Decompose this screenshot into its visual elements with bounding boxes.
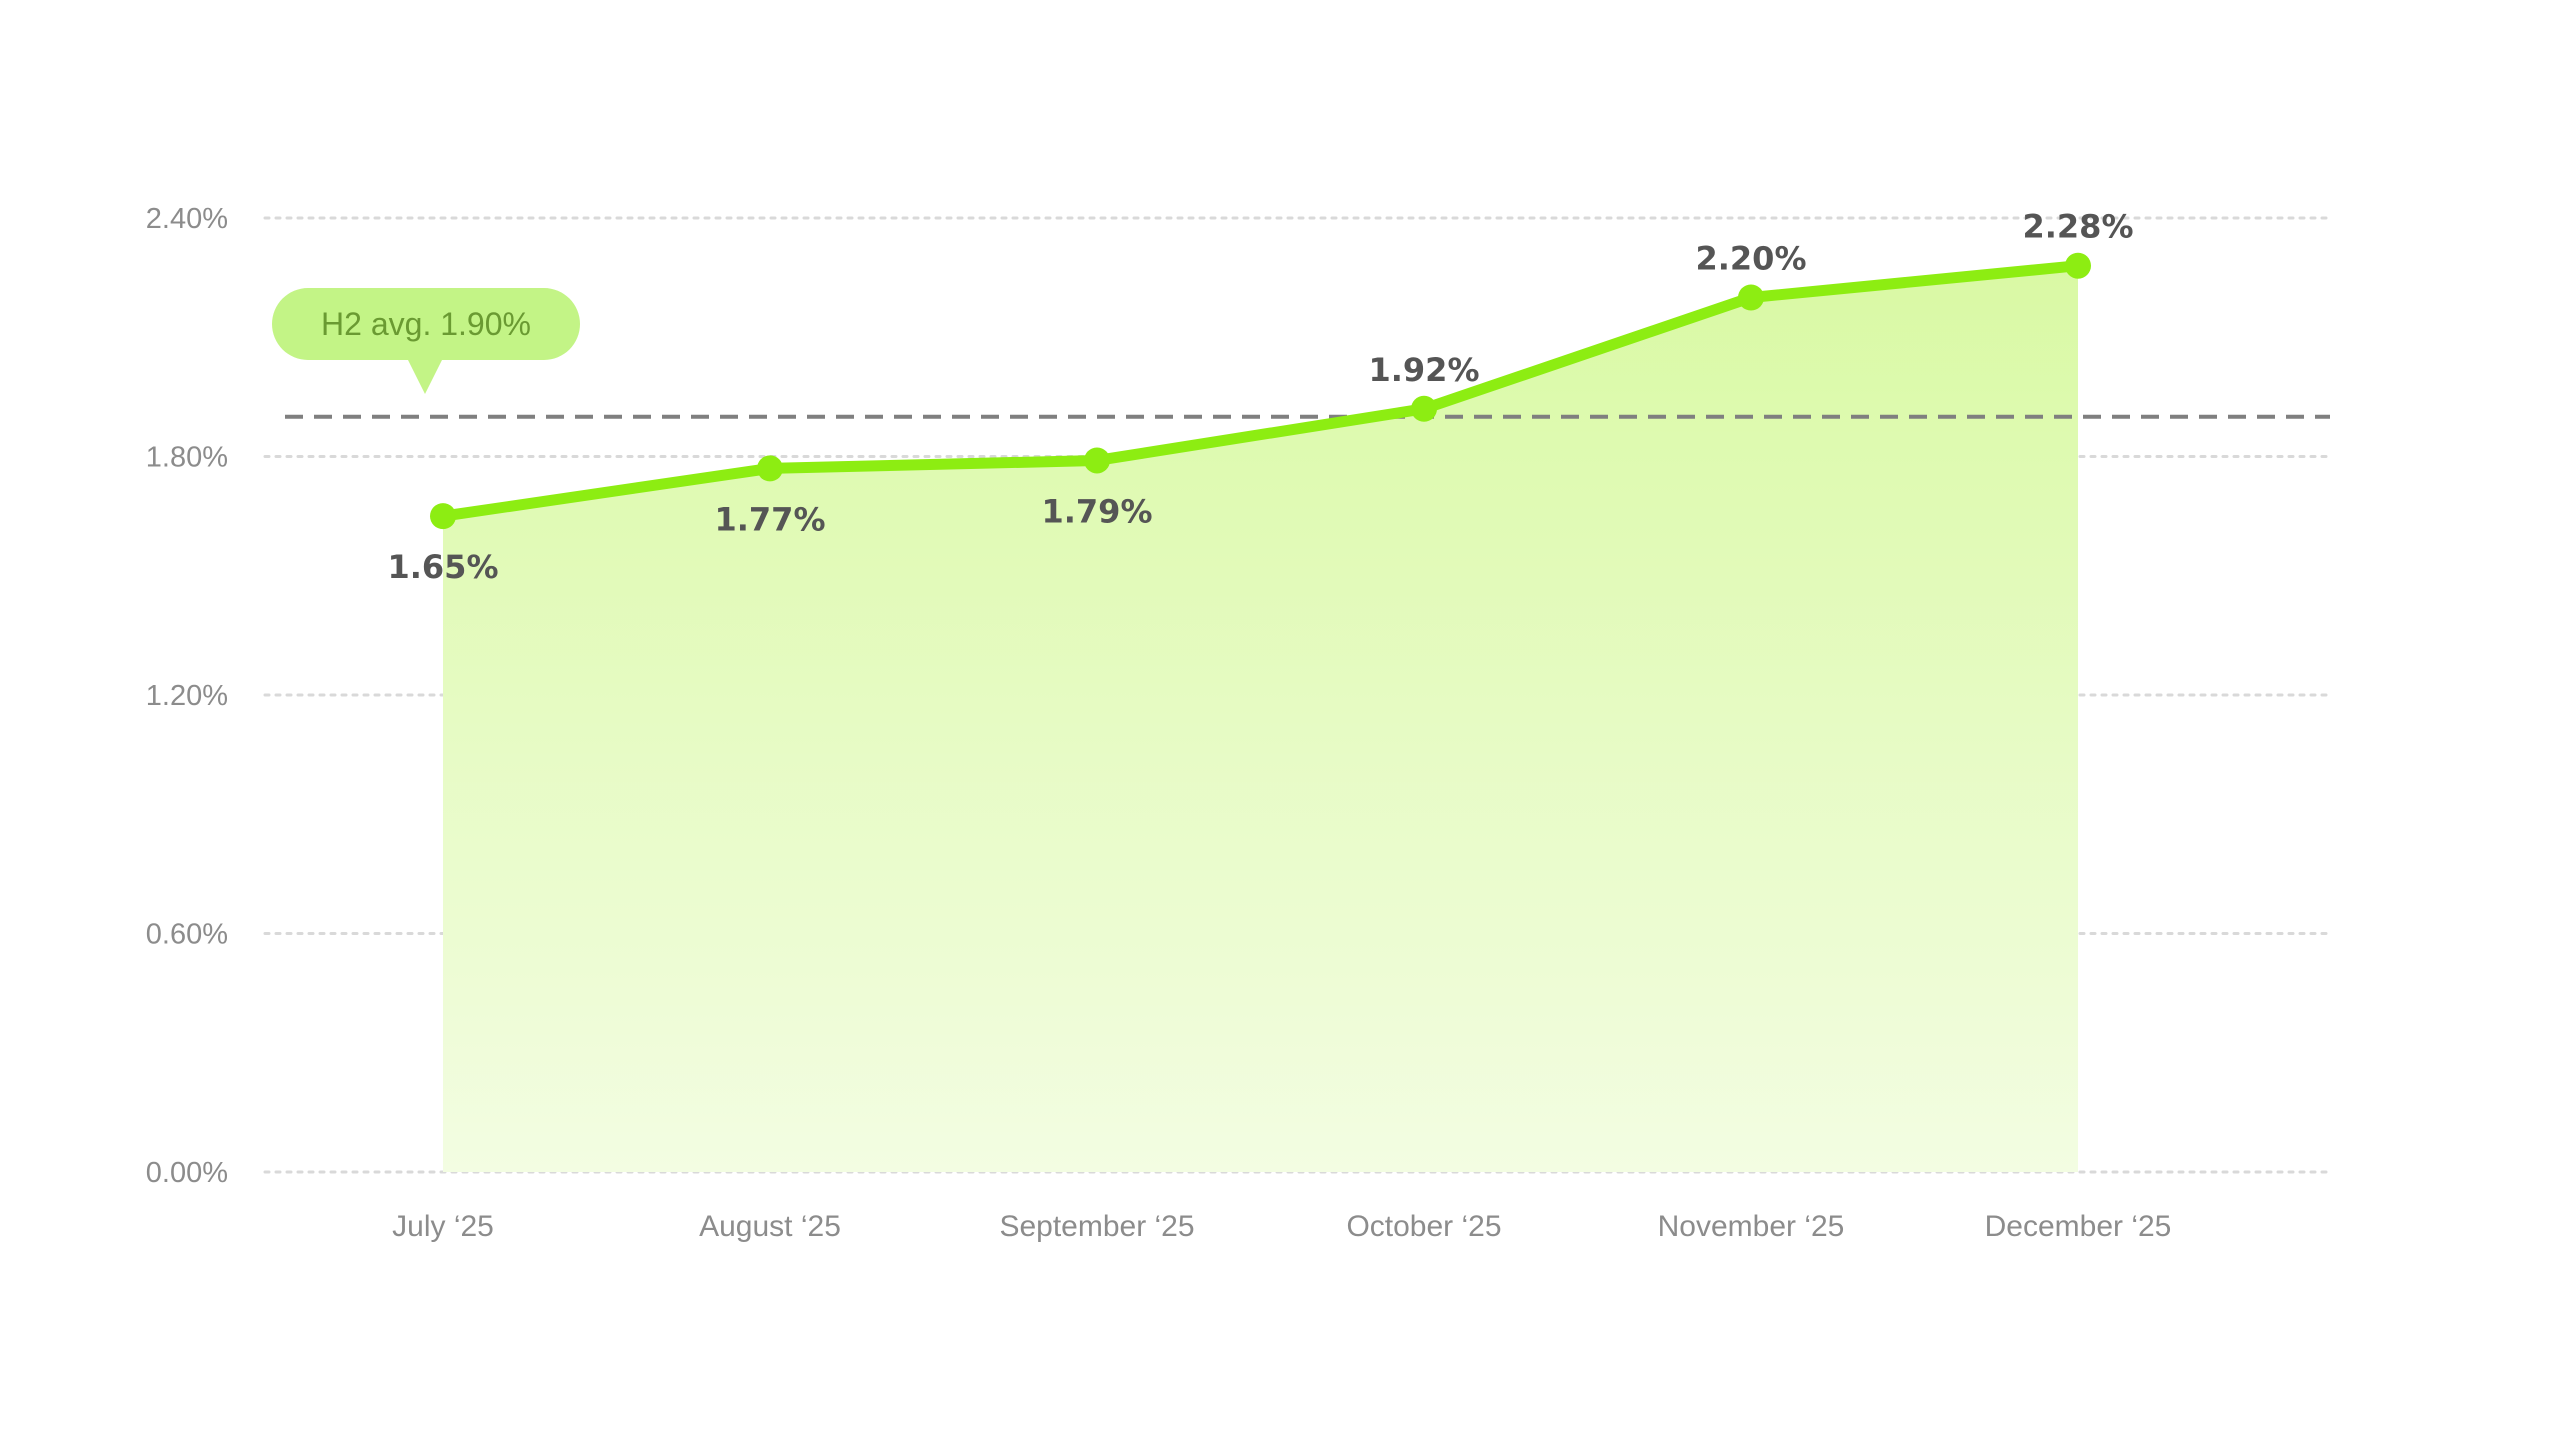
x-tick-label: September ‘25 [999,1210,1194,1243]
data-label: 1.79% [1041,492,1152,530]
data-point [757,455,783,482]
data-labels: 1.65% 1.77% 1.79% 1.92% 2.20% 2.28% [387,208,2133,586]
avg-badge-label: H2 avg. 1.90% [321,306,531,342]
data-point [1411,395,1437,422]
y-tick-label: 1.20% [146,680,228,712]
y-tick-label: 0.60% [146,919,228,951]
area-fill [443,265,2078,1172]
x-tick-label: December ‘25 [1985,1210,2172,1243]
y-axis-ticks: 0.00% 0.60% 1.20% 1.80% 2.40% [146,203,228,1189]
y-tick-label: 0.00% [146,1157,228,1189]
data-point [430,503,456,530]
x-tick-label: October ‘25 [1346,1210,1501,1243]
data-label: 1.92% [1368,351,1479,389]
data-label: 1.77% [714,500,825,538]
y-tick-label: 1.80% [146,442,228,474]
data-points [430,252,2091,530]
avg-badge: H2 avg. 1.90% [272,288,580,394]
area-fill-layer [443,265,2078,1172]
avg-badge-background [272,288,580,394]
series-line [437,260,2084,522]
data-label: 2.28% [2022,208,2133,246]
data-point [1738,284,1764,311]
x-axis-ticks: July ‘25 August ‘25 September ‘25 October ‘… [392,1210,2171,1243]
data-label: 1.65% [387,548,498,586]
x-tick-label: August ‘25 [699,1210,841,1243]
y-tick-label: 2.40% [146,203,228,235]
data-label: 2.20% [1695,240,1806,278]
data-point [2065,252,2091,279]
x-tick-label: July ‘25 [392,1210,494,1243]
series-line-layer [437,260,2084,522]
x-tick-label: November ‘25 [1658,1210,1845,1243]
data-point [1084,447,1110,474]
